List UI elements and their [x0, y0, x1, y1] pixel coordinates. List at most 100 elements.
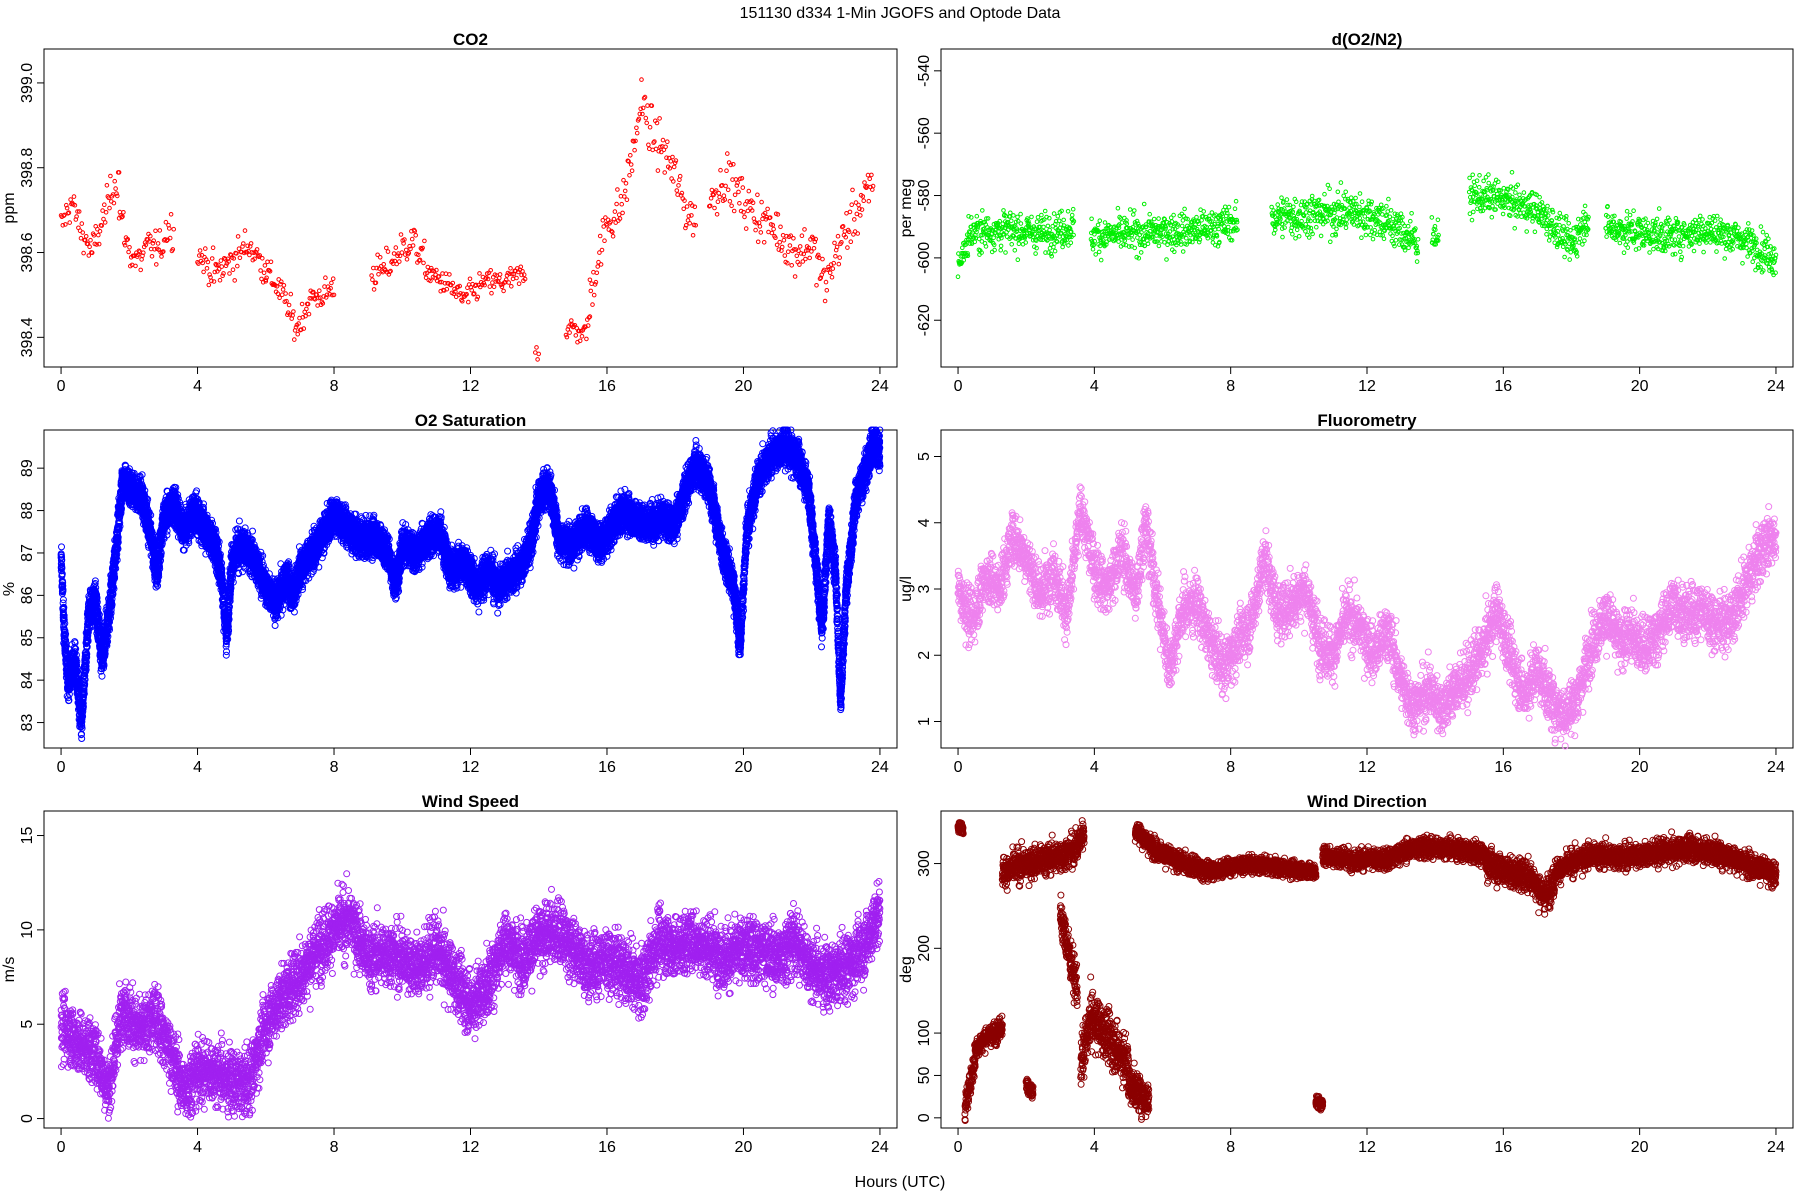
data-point [643, 115, 649, 121]
data-point [80, 230, 85, 235]
data-point [1489, 214, 1495, 220]
y-tick-label: -560 [916, 117, 933, 149]
data-point [733, 177, 739, 182]
data-point [149, 253, 155, 259]
data-point [1035, 215, 1041, 220]
data-point [612, 209, 618, 214]
data-point [708, 195, 714, 201]
data-point [509, 271, 515, 277]
data-point [458, 291, 463, 296]
data-point [1070, 206, 1076, 212]
data-point [858, 213, 863, 218]
data-point [568, 322, 573, 327]
data-point [622, 194, 627, 199]
data-point [1132, 245, 1137, 251]
data-point [410, 243, 416, 248]
data-point [204, 266, 210, 271]
data-point [744, 199, 750, 204]
data-point [850, 187, 855, 193]
data-point [1435, 217, 1441, 223]
data-point [487, 284, 493, 289]
data-point [521, 272, 527, 278]
data-point [736, 189, 741, 195]
data-point [1130, 237, 1135, 242]
data-point [1577, 236, 1583, 241]
data-point [217, 277, 223, 283]
y-axis-label: ppm [1, 192, 18, 223]
data-point [663, 144, 668, 150]
data-point [96, 241, 102, 247]
data-point [159, 254, 164, 259]
data-point [728, 162, 734, 168]
data-point [824, 288, 830, 293]
data-point [223, 263, 229, 269]
data-point [267, 269, 273, 274]
data-point [660, 137, 666, 143]
data-point [235, 263, 240, 269]
data-point [727, 199, 733, 204]
data-point [1182, 206, 1187, 212]
data-point [1470, 172, 1475, 178]
x-tick-label: 8 [330, 378, 339, 395]
data-point [416, 258, 422, 263]
y-tick-label: -620 [916, 304, 933, 336]
data-point [1233, 198, 1239, 204]
data-point [200, 260, 205, 266]
data-point [1567, 257, 1572, 262]
data-point [856, 202, 861, 208]
data-point [683, 223, 689, 228]
data-point [1701, 249, 1706, 255]
data-point [482, 282, 487, 288]
data-point [1009, 242, 1015, 247]
data-point [835, 233, 841, 239]
data-point [275, 291, 281, 297]
data-point [245, 243, 250, 249]
data-point [375, 252, 380, 258]
data-point [291, 309, 296, 314]
data-point [1156, 243, 1162, 249]
x-tick-label: 4 [193, 378, 202, 395]
data-point [1098, 257, 1104, 263]
data-point [197, 248, 203, 253]
data-point [1343, 225, 1349, 230]
data-point [1386, 196, 1391, 202]
x-tick-label: 0 [57, 759, 66, 776]
data-point [615, 187, 620, 192]
data-point [627, 173, 632, 178]
data-point [260, 280, 266, 285]
data-point [644, 120, 650, 126]
data-point [477, 271, 482, 276]
data-point [111, 200, 117, 206]
data-point [717, 194, 722, 200]
data-point [723, 183, 728, 189]
y-tick-label: 83 [19, 714, 36, 732]
data-point [998, 243, 1004, 249]
data-point [467, 276, 473, 282]
data-point [811, 246, 817, 251]
data-point [1164, 257, 1169, 262]
data-point [646, 142, 651, 148]
data-point [139, 257, 144, 262]
data-point [216, 266, 222, 272]
data-point [1115, 205, 1121, 211]
data-point [1303, 229, 1308, 234]
data-point [1127, 207, 1133, 212]
panel-title: d(O2/N2) [1332, 30, 1403, 49]
data-point [100, 208, 105, 213]
data-point [421, 260, 426, 266]
x-tick-label: 12 [1358, 378, 1376, 395]
data-point [72, 202, 78, 208]
data-point [1095, 222, 1101, 228]
data-point [1691, 248, 1697, 254]
data-point [227, 271, 232, 276]
data-point [797, 244, 803, 249]
data-point [1663, 248, 1668, 254]
data-point [670, 154, 675, 160]
data-point [847, 209, 853, 215]
data-point [777, 239, 783, 245]
data-point [626, 159, 631, 164]
data-point [1524, 229, 1529, 234]
data-point [611, 216, 617, 222]
data-point [1388, 208, 1394, 213]
data-point [88, 237, 93, 243]
